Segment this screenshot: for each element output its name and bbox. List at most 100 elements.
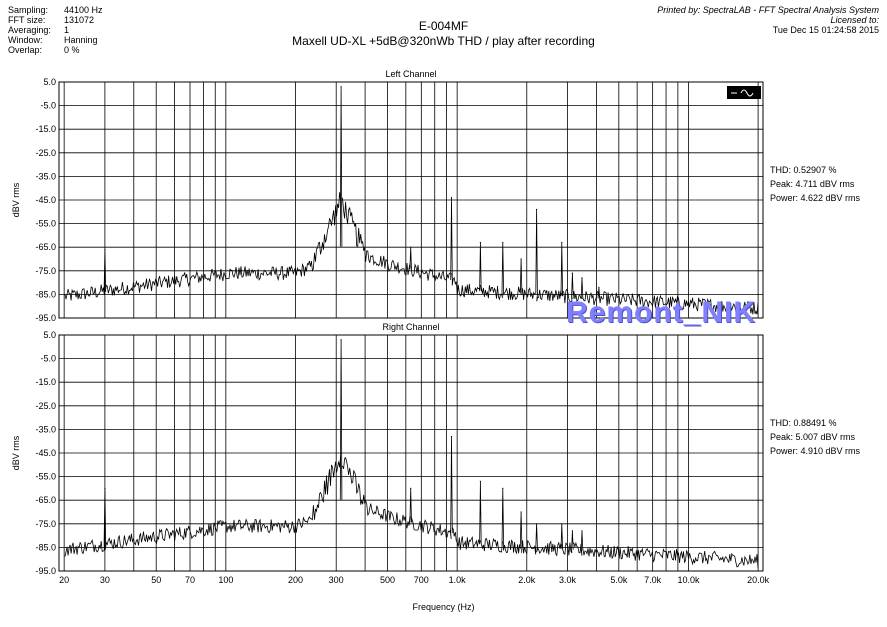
licensed-to: Licensed to: bbox=[830, 15, 879, 25]
chart-title: E-004MF bbox=[418, 19, 469, 33]
meta-row-averaging: Averaging: 1 bbox=[8, 25, 103, 35]
harmonic-peak bbox=[450, 435, 453, 438]
x-tick-label: 3.0k bbox=[559, 575, 577, 585]
harmonic-peak bbox=[502, 487, 504, 489]
spectrum-trace bbox=[64, 339, 759, 569]
y-tick-label: -35.0 bbox=[35, 171, 56, 181]
harmonic-peak bbox=[520, 511, 522, 513]
harmonic-peak bbox=[598, 286, 600, 288]
x-tick-label: 500 bbox=[380, 575, 395, 585]
harmonic-peak bbox=[520, 258, 522, 260]
harmonic-peak bbox=[410, 487, 412, 489]
x-tick-label: 100 bbox=[218, 575, 233, 585]
measurement-info: Sampling: 44100 Hz FFT size: 131072 Averag… bbox=[8, 5, 103, 55]
harmonic-peak bbox=[581, 530, 583, 532]
y-tick-label: -75.0 bbox=[35, 519, 56, 529]
x-tick-label: 50 bbox=[151, 575, 161, 585]
x-tick-label: 700 bbox=[414, 575, 429, 585]
y-tick-label: -15.0 bbox=[35, 377, 56, 387]
y-tick-label: -95.0 bbox=[35, 566, 56, 576]
harmonic-peak bbox=[410, 246, 412, 248]
meta-value: Hanning bbox=[64, 35, 98, 45]
x-axis-label: Frequency (Hz) bbox=[412, 602, 475, 612]
meta-value: 131072 bbox=[64, 15, 95, 25]
printed-by: Printed by: SpectraLAB - FFT Spectral An… bbox=[657, 5, 879, 15]
y-tick-label: -45.0 bbox=[35, 195, 56, 205]
y-tick-label: -55.0 bbox=[35, 472, 56, 482]
harmonic-peak bbox=[479, 241, 481, 244]
harmonic-peak bbox=[479, 480, 481, 482]
meta-key: Averaging: bbox=[8, 25, 51, 35]
harmonic-peak bbox=[535, 208, 538, 211]
y-axis-label: dBV rms bbox=[11, 182, 21, 217]
watermark: Remont_NIK bbox=[566, 296, 757, 329]
x-tick-label: 70 bbox=[185, 575, 195, 585]
harmonic-peak bbox=[104, 248, 106, 251]
meta-row-sampling: Sampling: 44100 Hz bbox=[8, 5, 103, 15]
meta-key: Window: bbox=[8, 35, 43, 45]
y-tick-label: -5.0 bbox=[40, 354, 56, 364]
left-power: Power: 4.622 dBV rms bbox=[770, 193, 861, 203]
y-tick-label: -35.0 bbox=[35, 424, 56, 434]
x-tick-label: 2.0k bbox=[518, 575, 536, 585]
meta-row-window: Window: Hanning bbox=[8, 35, 103, 45]
chart-subtitle: Maxell UD-XL +5dB@320nWb THD / play afte… bbox=[292, 34, 595, 48]
y-tick-label: -15.0 bbox=[35, 124, 56, 134]
harmonic-peak bbox=[535, 523, 538, 525]
harmonic-peak bbox=[571, 530, 574, 532]
y-tick-label: -75.0 bbox=[35, 266, 56, 276]
meta-value: 0 % bbox=[64, 45, 80, 55]
y-tick-label: -95.0 bbox=[35, 313, 56, 323]
y-tick-label: -25.0 bbox=[35, 401, 56, 411]
x-tick-label: 30 bbox=[100, 575, 110, 585]
right-peak: Peak: 5.007 dBV rms bbox=[770, 432, 856, 442]
x-tick-label: 300 bbox=[329, 575, 344, 585]
x-tick-label: 10.0k bbox=[677, 575, 700, 585]
meta-key: Sampling: bbox=[8, 5, 49, 15]
left-channel-stats: THD: 0.52907 % Peak: 4.711 dBV rms Power… bbox=[770, 163, 860, 205]
meta-key: FFT size: bbox=[8, 15, 46, 25]
y-tick-label: -55.0 bbox=[35, 219, 56, 229]
x-tick-label: 20.0k bbox=[747, 575, 770, 585]
harmonic-peak bbox=[561, 241, 563, 244]
meta-value: 1 bbox=[64, 25, 70, 35]
meta-key: Overlap: bbox=[8, 45, 43, 55]
print-date: Tue Dec 15 01:24:58 2015 bbox=[772, 25, 879, 35]
print-info: Printed by: SpectraLAB - FFT Spectral An… bbox=[657, 5, 879, 35]
trace-legend-icon bbox=[727, 86, 761, 99]
x-tick-label: 20 bbox=[59, 575, 69, 585]
panel-title: Right Channel bbox=[382, 322, 439, 332]
y-tick-label: -85.0 bbox=[35, 289, 56, 299]
panel-title: Left Channel bbox=[385, 69, 436, 79]
x-tick-label: 5.0k bbox=[610, 575, 628, 585]
harmonic-peak bbox=[571, 272, 574, 274]
harmonic-peak bbox=[561, 523, 563, 525]
x-tick-label: 1.0k bbox=[449, 575, 467, 585]
y-tick-label: -5.0 bbox=[40, 101, 56, 111]
y-tick-label: 5.0 bbox=[43, 77, 56, 87]
harmonic-peak bbox=[502, 241, 504, 244]
y-tick-label: -65.0 bbox=[35, 495, 56, 505]
harmonic-peak bbox=[104, 487, 106, 489]
right-thd: THD: 0.88491 % bbox=[770, 418, 837, 428]
y-tick-label: -85.0 bbox=[35, 542, 56, 552]
y-tick-label: -65.0 bbox=[35, 242, 56, 252]
harmonic-peak bbox=[340, 339, 342, 341]
left-thd: THD: 0.52907 % bbox=[770, 165, 837, 175]
y-tick-label: 5.0 bbox=[43, 330, 56, 340]
y-tick-label: -45.0 bbox=[35, 448, 56, 458]
x-tick-label: 200 bbox=[288, 575, 303, 585]
meta-row-fft-size: FFT size: 131072 bbox=[8, 15, 103, 25]
harmonic-peak bbox=[340, 86, 342, 88]
harmonic-peak bbox=[581, 277, 583, 279]
right-channel-stats: THD: 0.88491 % Peak: 5.007 dBV rms Power… bbox=[770, 416, 860, 458]
spectrum-trace bbox=[64, 86, 759, 315]
x-tick-label: 7.0k bbox=[644, 575, 662, 585]
left-peak: Peak: 4.711 dBV rms bbox=[770, 179, 855, 189]
waveform-icon bbox=[731, 89, 754, 97]
y-axis-label: dBV rms bbox=[11, 435, 21, 470]
y-tick-label: -25.0 bbox=[35, 148, 56, 158]
harmonic-peak bbox=[450, 197, 453, 199]
meta-row-overlap: Overlap: 0 % bbox=[8, 45, 103, 55]
